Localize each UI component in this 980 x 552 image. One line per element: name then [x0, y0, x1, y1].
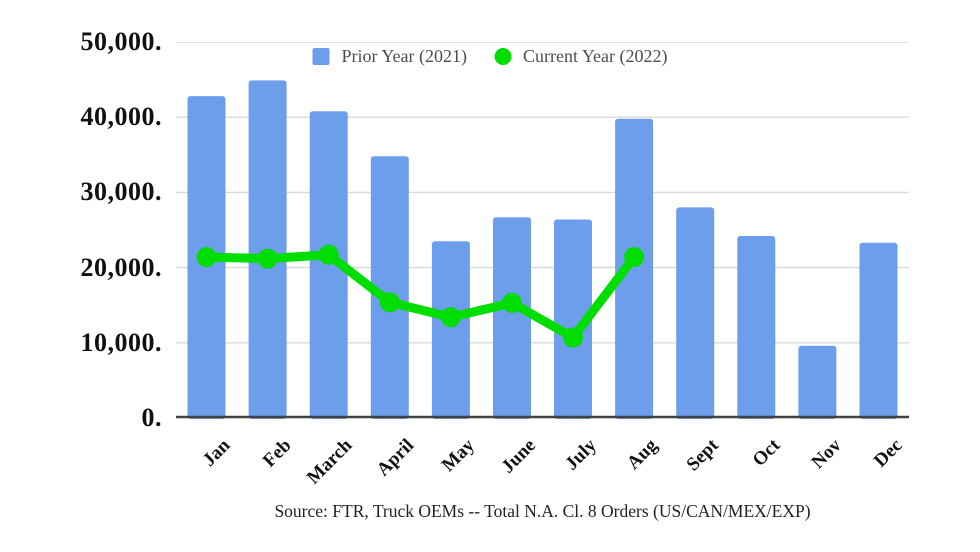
- bar-may: [431, 241, 470, 419]
- source-caption: Source: FTR, Truck OEMs -- Total N.A. Cl…: [274, 501, 811, 521]
- point-march: [318, 244, 339, 265]
- point-april: [379, 292, 400, 313]
- legend-label-prior-year: Prior Year (2021): [341, 46, 468, 66]
- bar-nov: [798, 345, 837, 419]
- bar-july: [554, 219, 592, 419]
- y-tick-label: 40,000.: [80, 102, 162, 132]
- y-tick-label: 10,000.: [80, 327, 162, 357]
- y-tick-label: 20,000.: [80, 252, 162, 282]
- plot-area: [176, 42, 909, 420]
- legend-line-swatch-icon: [494, 48, 512, 65]
- bar-dec: [859, 242, 898, 419]
- y-tick-label: 50,000.: [80, 27, 162, 56]
- bar-aug: [615, 118, 654, 419]
- point-jan: [196, 247, 217, 268]
- point-july: [563, 327, 583, 348]
- bar-june: [493, 217, 531, 419]
- y-tick-label: 0.: [141, 403, 162, 432]
- bar-april: [370, 156, 409, 420]
- trend-line: [202, 250, 639, 342]
- bar-oct: [737, 236, 776, 419]
- bar-march: [309, 111, 348, 419]
- bar-sept: [676, 207, 715, 419]
- point-june: [502, 292, 522, 313]
- y-tick-label: 30,000.: [80, 177, 162, 207]
- legend-bar-swatch-icon: [312, 48, 330, 65]
- point-may: [440, 307, 461, 328]
- legend-label-current-year: Current Year (2022): [523, 46, 668, 66]
- legend: Prior Year (2021) Current Year (2022): [306, 46, 674, 67]
- point-aug: [624, 247, 645, 268]
- point-feb: [257, 248, 278, 269]
